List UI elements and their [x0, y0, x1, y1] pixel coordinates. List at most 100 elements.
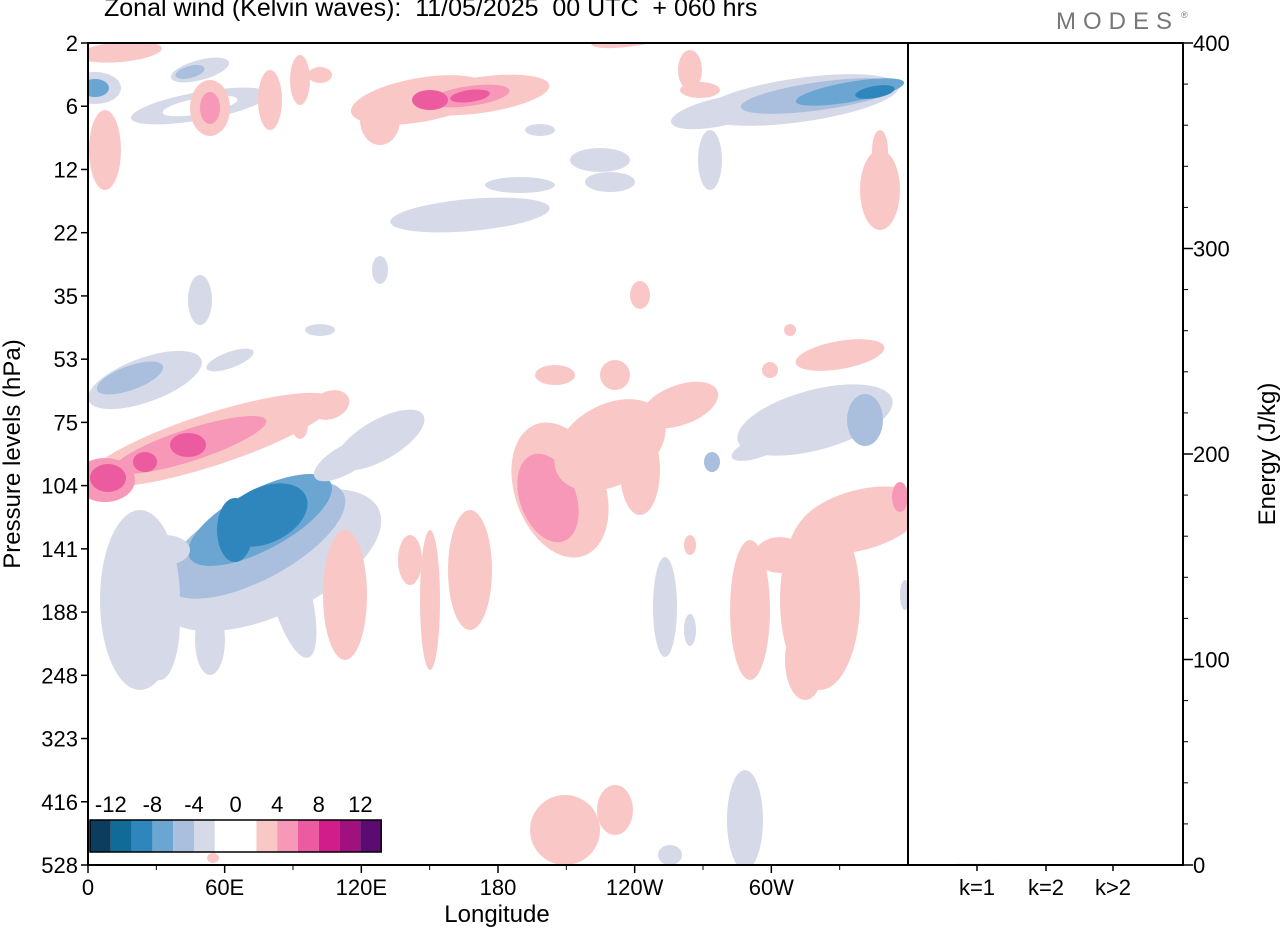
- energy-axis-label: Energy (J/kg): [1254, 383, 1280, 526]
- contour-blob: [140, 560, 180, 680]
- energy-tick-label: 400: [1193, 31, 1230, 56]
- y-tick-label: 2: [66, 31, 78, 56]
- contour-blob: [727, 770, 763, 865]
- colorbar-swatch: [194, 820, 215, 852]
- y-tick-label: 141: [41, 537, 78, 562]
- x-tick-label: 120W: [606, 875, 664, 900]
- energy-tick-label: 0: [1193, 853, 1205, 878]
- contour-blob: [206, 348, 254, 372]
- contour-blob: [88, 43, 162, 63]
- contour-blob: [323, 530, 367, 660]
- contour-blob: [485, 177, 555, 193]
- colorbar-swatch: [214, 820, 236, 852]
- energy-axis-ticks: 0 100 200 300 400: [1183, 31, 1230, 878]
- contour-blob: [820, 341, 860, 359]
- y-axis-label: Pressure levels (hPa): [0, 339, 26, 568]
- contour-blob: [372, 256, 388, 284]
- y-tick-label: 6: [66, 94, 78, 119]
- contour-blob: [200, 92, 220, 124]
- colorbar-label: -4: [184, 792, 204, 817]
- contour-blob: [641, 381, 719, 429]
- contour-blob: [855, 85, 895, 99]
- colorbar: -12 -8 -4 0 4 8 12: [89, 792, 382, 853]
- contour-blob: [207, 853, 219, 863]
- contour-blob: [89, 110, 121, 190]
- y-tick-label: 188: [41, 600, 78, 625]
- contour-blob: [590, 43, 690, 49]
- contour-blob: [398, 535, 422, 585]
- contour-blob: [784, 324, 796, 336]
- contour-blob: [731, 433, 789, 461]
- contour-blob: [762, 362, 778, 378]
- contour-blob: [847, 394, 883, 446]
- energy-tick-label: 100: [1193, 648, 1230, 673]
- contour-blob: [530, 795, 600, 865]
- colorbar-swatch: [339, 820, 361, 852]
- x-tick-label: 180: [480, 875, 517, 900]
- colorbar-swatch: [360, 820, 382, 852]
- contour-blob: [96, 361, 164, 395]
- contour-blob: [600, 360, 630, 390]
- x-tick-label: 0: [82, 875, 94, 900]
- modes-logo: MODES: [1056, 8, 1180, 35]
- contour-blob: [658, 845, 682, 865]
- y-tick-label: 323: [41, 727, 78, 752]
- energy-category-label: k=1: [959, 875, 995, 900]
- contour-blob: [133, 452, 157, 472]
- chart-title: Zonal wind (Kelvin waves): 11/05/2025 00…: [104, 0, 758, 22]
- energy-tick-label: 200: [1193, 442, 1230, 467]
- y-tick-label: 248: [41, 663, 78, 688]
- contour-blob: [620, 425, 660, 515]
- contour-blob: [412, 90, 448, 110]
- contour-blob: [450, 89, 490, 103]
- energy-bars: k=1 k=2 k>2: [955, 863, 1135, 900]
- energy-tick-label: 300: [1193, 237, 1230, 262]
- colorbar-swatch: [256, 820, 278, 852]
- colorbar-label: -12: [95, 792, 127, 817]
- x-axis-ticks: 0 60E 120E 180 120W 60W: [82, 865, 841, 900]
- contour-blob: [217, 498, 253, 562]
- contour-blob: [420, 530, 440, 670]
- energy-bar: [955, 863, 999, 865]
- contour-blob: [570, 148, 630, 172]
- contour-blob: [390, 197, 550, 233]
- contour-blob: [678, 50, 702, 90]
- contour-blob: [188, 275, 212, 325]
- colorbar-label: 8: [313, 792, 325, 817]
- contour-blob: [305, 324, 335, 336]
- contour-blob: [258, 70, 282, 130]
- y-tick-label: 528: [41, 853, 78, 878]
- colorbar-label: 4: [271, 792, 283, 817]
- y-tick-label: 104: [41, 474, 78, 499]
- colorbar-swatch: [90, 820, 111, 852]
- logo-registered-mark: ®: [1181, 10, 1188, 20]
- y-tick-label: 12: [54, 157, 78, 182]
- y-tick-label: 22: [54, 221, 78, 246]
- contour-blob: [630, 281, 650, 309]
- contour-blob: [88, 79, 109, 97]
- colorbar-label: -8: [143, 792, 163, 817]
- contour-blob: [900, 580, 908, 610]
- contour-blob: [704, 452, 720, 472]
- contour-blob: [653, 557, 677, 657]
- contour-blob: [684, 614, 696, 646]
- colorbar-swatch: [110, 820, 132, 852]
- energy-category-label: k>2: [1095, 875, 1131, 900]
- contour-blob: [872, 130, 888, 170]
- contour-blob: [290, 55, 310, 105]
- contour-blob: [310, 390, 350, 420]
- wind-contour-field: [88, 43, 908, 865]
- x-tick-label: 60E: [205, 875, 244, 900]
- y-tick-label: 75: [54, 410, 78, 435]
- contour-blob: [698, 130, 722, 190]
- contour-blob: [795, 78, 905, 106]
- x-axis-label: Longitude: [444, 901, 549, 928]
- contour-blob: [755, 537, 805, 573]
- colorbar-swatch: [277, 820, 298, 852]
- contour-blob: [195, 605, 225, 675]
- contour-blob: [292, 411, 308, 439]
- colorbar-label: 0: [229, 792, 241, 817]
- contour-blob: [684, 535, 696, 555]
- x-tick-label: 60W: [749, 875, 794, 900]
